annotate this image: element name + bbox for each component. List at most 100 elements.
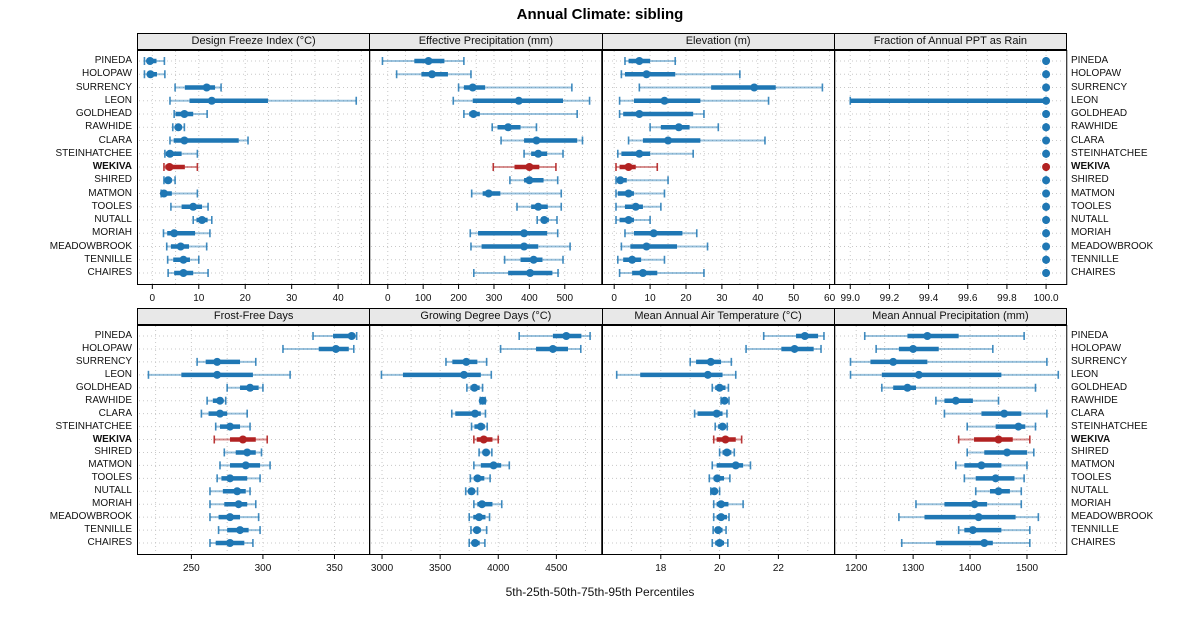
- site-label-right: SURRENCY: [1071, 81, 1128, 93]
- median-dot: [529, 255, 538, 264]
- median-dot: [908, 344, 917, 353]
- site-label-left: STEINHATCHEE: [55, 147, 133, 159]
- site-label-left: MORIAH: [92, 498, 132, 510]
- median-dot: [179, 269, 188, 277]
- site-label-right: GOLDHEAD: [1071, 108, 1128, 119]
- median-dot: [642, 70, 651, 79]
- median-dot: [202, 83, 211, 92]
- median-dot: [146, 70, 155, 79]
- median-dot: [526, 269, 535, 277]
- median-dot: [165, 149, 174, 158]
- median-dot: [473, 526, 482, 535]
- site-label-right: MORIAH: [1071, 498, 1111, 510]
- axis-tick-label: 22: [772, 563, 784, 574]
- site-label-left: GOLDHEAD: [75, 108, 132, 119]
- median-dot: [484, 189, 493, 198]
- site-label-right: STEINHATCHEE: [1071, 420, 1148, 432]
- axis-tick-label: 400: [521, 293, 538, 304]
- site-label-right: MEADOWBROOK: [1071, 240, 1154, 252]
- panel-plot: 0 10 20 30 40: [137, 50, 371, 304]
- median-dot: [215, 409, 224, 418]
- median-dot: [525, 163, 534, 171]
- axis-tick-label: 4500: [546, 563, 569, 574]
- axis-tick-label: 99.2: [879, 293, 899, 304]
- panel-plot: 99.0 99.2 99.4 99.6 99.8 100.0: [833, 50, 1067, 304]
- site-label-left: MORIAH: [92, 227, 132, 239]
- median-dot: [712, 409, 721, 418]
- median-dot: [1041, 96, 1050, 105]
- median-dot: [968, 526, 977, 535]
- median-dot: [749, 83, 758, 92]
- axis-tick-label: 1400: [959, 563, 982, 574]
- median-dot: [562, 332, 571, 340]
- site-label-right: HOLOPAW: [1071, 68, 1122, 80]
- median-dot: [532, 136, 541, 145]
- median-dot: [176, 242, 185, 251]
- median-dot: [246, 383, 255, 392]
- panel-strip-title: Elevation (m): [601, 33, 835, 50]
- site-label-left: NUTALL: [94, 214, 132, 225]
- median-dot: [515, 96, 524, 105]
- panel-strip-title: Mean Annual Air Temperature (°C): [601, 308, 835, 325]
- site-label-left: MEADOWBROOK: [49, 240, 132, 252]
- median-dot: [525, 176, 534, 185]
- site-label-right: CLARA: [1071, 134, 1105, 146]
- median-dot: [627, 255, 636, 264]
- median-dot: [504, 123, 513, 132]
- site-label-left: MEADOWBROOK: [49, 511, 132, 523]
- site-label-left: STEINHATCHEE: [55, 420, 133, 432]
- median-dot: [226, 539, 235, 547]
- axis-tick-label: 20: [680, 293, 692, 304]
- axis-tick-label: 3500: [429, 563, 452, 574]
- panel-border: [369, 50, 603, 285]
- site-label-right: RAWHIDE: [1071, 121, 1118, 133]
- axis-tick-label: 50: [788, 293, 800, 304]
- median-dot: [631, 202, 640, 211]
- panel-plot: 0 100 200 300 400 500: [369, 50, 603, 304]
- median-dot: [549, 344, 558, 353]
- axis-tick-label: 40: [752, 293, 764, 304]
- site-label-left: TOOLES: [91, 472, 132, 484]
- median-dot: [790, 344, 799, 353]
- site-label-right: WEKIVA: [1071, 161, 1111, 172]
- axis-tick-label: 500: [557, 293, 574, 304]
- median-dot: [1041, 242, 1050, 251]
- panel-plot: 3000 3500 4000 4500: [369, 325, 603, 574]
- site-label-right: MORIAH: [1071, 227, 1111, 239]
- median-dot: [489, 461, 498, 470]
- axis-tick-label: 100: [415, 293, 432, 304]
- panel-border: [833, 50, 1067, 285]
- median-dot: [800, 332, 809, 340]
- median-dot: [198, 216, 207, 224]
- site-label-right: MATMON: [1071, 459, 1115, 471]
- site-label-left: SHIRED: [94, 174, 132, 186]
- median-dot: [720, 435, 729, 444]
- axis-tick-label: 4000: [487, 563, 510, 574]
- site-label-left: LEON: [104, 368, 132, 380]
- median-dot: [424, 57, 433, 65]
- median-dot: [482, 448, 491, 457]
- median-dot: [1041, 269, 1050, 277]
- median-dot: [1041, 216, 1050, 224]
- axis-tick-label: 300: [255, 563, 272, 574]
- median-dot: [991, 474, 1000, 483]
- median-dot: [1041, 110, 1050, 118]
- median-dot: [520, 229, 529, 238]
- median-dot: [624, 189, 633, 198]
- site-label-right: SHIRED: [1071, 174, 1109, 186]
- site-label-left: CLARA: [98, 407, 132, 419]
- site-label-left: PINEDA: [94, 330, 132, 341]
- site-label-left: WEKIVA: [92, 433, 132, 445]
- median-dot: [207, 96, 216, 105]
- median-dot: [1041, 70, 1050, 79]
- median-dot: [520, 242, 529, 251]
- median-dot: [1041, 83, 1050, 92]
- median-dot: [226, 474, 235, 483]
- site-label-right: HOLOPAW: [1071, 342, 1122, 354]
- site-label-left: RAWHIDE: [85, 121, 132, 133]
- median-dot: [146, 57, 155, 65]
- site-label-left: CHAIRES: [87, 537, 132, 548]
- median-dot: [174, 123, 183, 132]
- median-dot: [215, 396, 224, 405]
- panel-strip-title: Growing Degree Days (°C): [369, 308, 603, 325]
